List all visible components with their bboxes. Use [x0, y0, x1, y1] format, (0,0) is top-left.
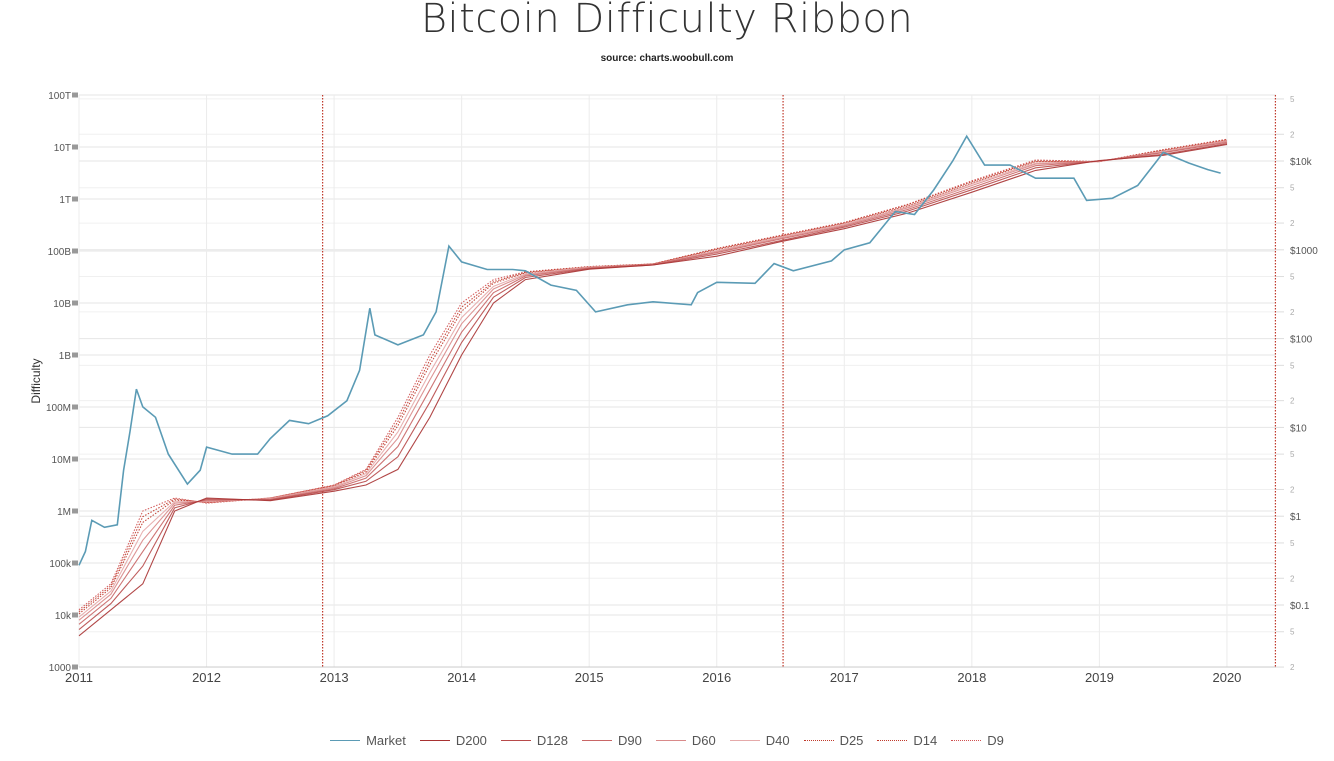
difficulty-tick-mark	[72, 664, 78, 670]
difficulty-tick-mark	[72, 508, 78, 514]
difficulty-tick-mark	[72, 196, 78, 202]
difficulty-tick-mark	[72, 612, 78, 618]
legend-swatch	[419, 740, 450, 741]
difficulty-tick-mark	[72, 248, 78, 254]
series-d9-line	[78, 138, 1228, 611]
series-d40-line	[78, 140, 1228, 618]
legend-item-d14[interactable]: D14	[877, 733, 937, 748]
x-tick-label: 2019	[1085, 670, 1114, 685]
legend-label: D90	[617, 733, 642, 748]
chart-title: Bitcoin Difficulty Ribbon	[420, 0, 914, 42]
legend-item-d9[interactable]: D9	[951, 733, 1004, 748]
price-minor-tick-label: 5	[1290, 628, 1295, 637]
legend-item-d25[interactable]: D25	[803, 733, 864, 748]
x-tick-label: 2011	[65, 670, 93, 685]
x-tick-label: 2015	[575, 670, 604, 685]
difficulty-tick-label: 10M	[52, 455, 71, 466]
price-minor-tick-label: 2	[1290, 397, 1295, 406]
legend-label: D14	[913, 733, 938, 748]
difficulty-tick-label: 10k	[55, 611, 72, 622]
legend: Market D200 D128 D90 D60 D40 D25 D14 D9	[0, 733, 1334, 748]
y-axis-label: Difficulty	[29, 358, 43, 403]
difficulty-tick-mark	[72, 92, 78, 98]
legend-item-d128[interactable]: D128	[500, 733, 568, 748]
x-tick-label: 2016	[702, 670, 731, 685]
series-d200-line	[78, 143, 1228, 637]
legend-label: D128	[536, 733, 568, 748]
difficulty-tick-label: 1000	[49, 663, 72, 674]
price-minor-tick-label: 5	[1290, 95, 1295, 104]
legend-swatch	[803, 740, 834, 741]
difficulty-tick-label: 100M	[46, 403, 71, 414]
price-minor-tick-label: 2	[1290, 663, 1295, 672]
difficulty-tick-label: 100k	[49, 559, 72, 570]
difficulty-tick-mark	[72, 300, 78, 306]
x-tick-label: 2014	[447, 670, 476, 685]
difficulty-tick-label: 1B	[59, 351, 72, 362]
legend-swatch	[877, 740, 908, 741]
series-d60-line	[78, 140, 1228, 621]
series-d14-line	[78, 139, 1228, 613]
price-minor-tick-label: 2	[1290, 130, 1295, 139]
x-tick-label: 2013	[320, 670, 349, 685]
difficulty-tick-label: 1M	[57, 507, 71, 518]
price-tick-label: $0.1	[1290, 601, 1310, 612]
price-tick-label: $10	[1290, 423, 1307, 434]
legend-swatch	[330, 740, 361, 741]
price-tick-label: $1000	[1290, 246, 1318, 257]
price-minor-tick-label: 5	[1290, 539, 1295, 548]
price-minor-tick-label: 2	[1290, 574, 1295, 583]
legend-label: D9	[987, 733, 1004, 748]
legend-label: D40	[765, 733, 790, 748]
legend-swatch	[655, 740, 686, 741]
difficulty-tick-mark	[72, 352, 78, 358]
legend-label: D60	[691, 733, 716, 748]
difficulty-tick-mark	[72, 456, 78, 462]
legend-label: D25	[839, 733, 864, 748]
legend-label: Market	[366, 733, 406, 748]
difficulty-tick-label: 100B	[48, 247, 72, 258]
difficulty-tick-label: 10T	[54, 143, 71, 154]
price-minor-tick-label: 2	[1290, 219, 1295, 228]
difficulty-tick-label: 10B	[53, 299, 71, 310]
series-d90-line	[78, 141, 1228, 625]
price-minor-tick-label: 5	[1290, 361, 1295, 370]
price-minor-tick-label: 5	[1290, 273, 1295, 282]
price-minor-tick-label: 2	[1290, 308, 1295, 317]
legend-item-market[interactable]: Market	[330, 733, 406, 748]
x-tick-label: 2020	[1212, 670, 1241, 685]
legend-swatch	[500, 740, 531, 741]
difficulty-tick-label: 100T	[48, 91, 71, 102]
price-minor-tick-label: 2	[1290, 485, 1295, 494]
x-tick-label: 2017	[830, 670, 859, 685]
legend-item-d200[interactable]: D200	[419, 733, 487, 748]
price-minor-tick-label: 5	[1290, 450, 1295, 459]
difficulty-tick-mark	[72, 560, 78, 566]
legend-swatch	[581, 740, 612, 741]
series-d128-line	[78, 142, 1228, 631]
difficulty-tick-label: 1T	[59, 195, 71, 206]
legend-item-d90[interactable]: D90	[581, 733, 642, 748]
x-tick-label: 2012	[192, 670, 221, 685]
x-tick-label: 2018	[957, 670, 986, 685]
price-tick-label: $1	[1290, 512, 1302, 523]
legend-swatch	[729, 740, 760, 741]
price-minor-tick-label: 5	[1290, 184, 1295, 193]
series-d25-line	[78, 139, 1228, 615]
legend-label: D200	[455, 733, 487, 748]
price-tick-label: $10k	[1290, 157, 1313, 168]
difficulty-tick-mark	[72, 404, 78, 410]
legend-item-d40[interactable]: D40	[729, 733, 790, 748]
chart-subtitle: source: charts.woobull.com	[600, 53, 734, 64]
price-tick-label: $100	[1290, 335, 1313, 346]
series-market-line	[78, 134, 1221, 566]
legend-item-d60[interactable]: D60	[655, 733, 716, 748]
difficulty-tick-mark	[72, 144, 78, 150]
legend-swatch	[951, 740, 982, 741]
